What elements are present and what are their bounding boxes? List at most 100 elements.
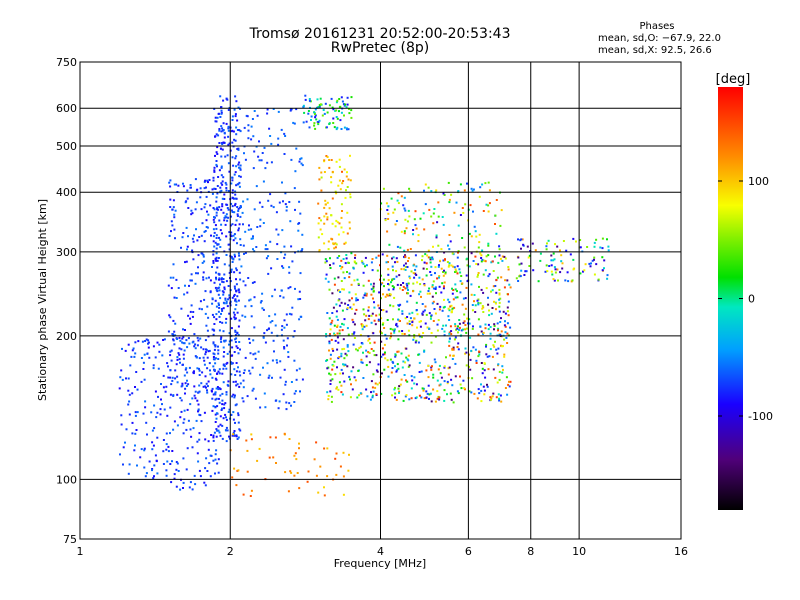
data-point (473, 225, 476, 228)
data-point (482, 273, 485, 276)
data-point (589, 265, 592, 268)
data-point (220, 336, 223, 339)
data-point (234, 329, 237, 332)
data-point (203, 187, 206, 190)
x-tick-label: 1 (77, 545, 84, 558)
data-point (287, 351, 290, 354)
data-point (297, 229, 300, 232)
data-point (228, 408, 231, 411)
data-point (127, 343, 130, 346)
data-point (252, 387, 255, 390)
y-axis-label: Stationary phase Virtual Height [km] (36, 199, 49, 401)
data-point (318, 166, 321, 169)
data-point (480, 254, 483, 257)
data-point (407, 354, 410, 357)
data-point (347, 178, 350, 181)
data-point (353, 279, 356, 282)
data-point (430, 265, 433, 268)
data-point (317, 222, 320, 225)
data-point (351, 297, 353, 300)
data-point (212, 240, 215, 243)
data-point (357, 369, 360, 372)
data-point (327, 398, 330, 401)
data-point (350, 116, 353, 119)
data-point (449, 305, 452, 308)
data-point (338, 304, 341, 307)
data-point (233, 271, 236, 274)
data-point (225, 362, 228, 365)
data-point (198, 369, 201, 372)
data-point (227, 411, 230, 413)
data-point (216, 116, 219, 119)
data-point (352, 332, 355, 335)
data-point (187, 337, 190, 340)
data-point (448, 201, 451, 204)
data-point (297, 298, 300, 301)
data-point (483, 362, 486, 365)
data-point (554, 271, 557, 274)
data-point (462, 328, 464, 331)
data-point (211, 397, 214, 400)
data-point (231, 119, 234, 121)
data-point (554, 268, 557, 271)
data-point (332, 306, 335, 309)
data-point (442, 287, 445, 290)
data-point (324, 102, 327, 105)
data-point (189, 186, 192, 189)
data-point (196, 367, 199, 370)
data-point (217, 358, 220, 360)
chart-subtitle: RwPretec (8p) (330, 40, 430, 56)
data-point (459, 375, 461, 378)
data-point (238, 385, 241, 388)
data-point (282, 339, 285, 342)
data-point (233, 368, 236, 371)
data-point (402, 399, 405, 402)
data-point (290, 245, 293, 248)
data-point (273, 288, 276, 291)
data-point (357, 282, 360, 285)
data-point (228, 271, 231, 274)
data-point (341, 170, 343, 173)
data-point (268, 315, 271, 318)
data-point (212, 459, 215, 462)
data-point (221, 372, 224, 375)
data-point (171, 208, 174, 211)
data-point (219, 95, 222, 98)
data-point (200, 420, 203, 423)
data-point (491, 289, 494, 292)
data-point (406, 284, 409, 287)
data-point (279, 360, 282, 363)
data-point (398, 304, 401, 307)
data-point (213, 208, 216, 211)
data-point (225, 235, 228, 238)
data-point (173, 477, 176, 480)
data-point (359, 345, 362, 348)
data-point (213, 392, 216, 395)
data-point (503, 255, 506, 258)
data-point (498, 245, 501, 248)
data-point (461, 282, 464, 285)
data-point (231, 115, 234, 118)
data-point (454, 336, 457, 339)
data-point (249, 298, 252, 301)
data-point (233, 138, 236, 141)
data-point (219, 388, 222, 391)
data-point (186, 189, 189, 192)
data-point (459, 183, 462, 186)
data-point (233, 316, 236, 319)
data-point (238, 161, 241, 164)
data-point (203, 206, 206, 209)
data-point (131, 421, 134, 424)
data-point (392, 269, 394, 272)
data-point (480, 389, 483, 392)
data-point (504, 257, 507, 260)
data-point (457, 224, 460, 227)
data-point (228, 142, 231, 145)
data-point (302, 121, 305, 124)
data-point (226, 429, 229, 432)
data-point (175, 183, 178, 186)
data-point (351, 388, 354, 391)
data-point (386, 209, 389, 211)
data-point (119, 453, 121, 456)
data-point (350, 252, 353, 255)
